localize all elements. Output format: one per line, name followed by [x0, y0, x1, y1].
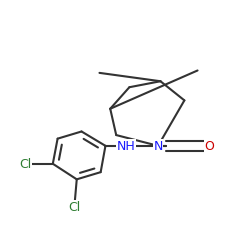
- Text: N: N: [153, 140, 163, 153]
- Text: O: O: [204, 140, 214, 153]
- Text: Cl: Cl: [19, 158, 31, 171]
- Text: NH: NH: [116, 140, 135, 153]
- Text: Cl: Cl: [68, 201, 81, 213]
